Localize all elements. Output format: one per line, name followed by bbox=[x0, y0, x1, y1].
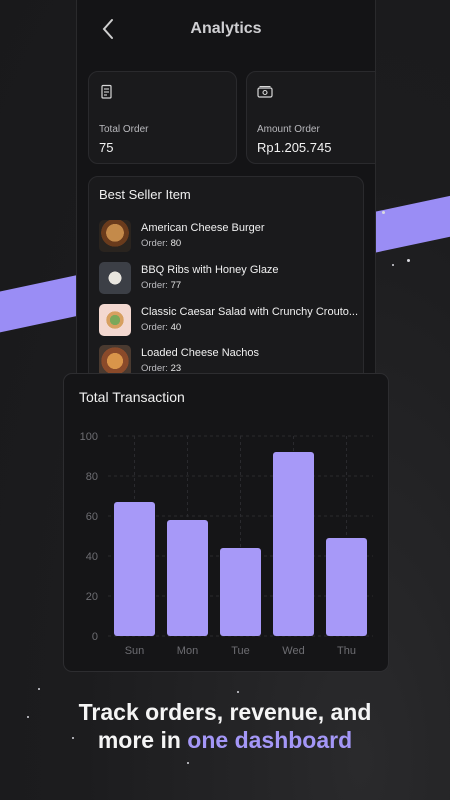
tagline-accent: one dashboard bbox=[187, 727, 353, 753]
best-seller-title: Best Seller Item bbox=[99, 187, 191, 202]
marketing-tagline: Track orders, revenue, and more in one d… bbox=[0, 698, 450, 754]
stat-label: Total Order bbox=[99, 124, 149, 135]
y-tick-label: 60 bbox=[86, 511, 98, 523]
chart-title: Total Transaction bbox=[79, 389, 185, 405]
chart-bar bbox=[220, 548, 261, 636]
list-item[interactable]: Classic Caesar Salad with Crunchy Crouto… bbox=[99, 304, 363, 338]
x-tick-label: Thu bbox=[337, 645, 356, 657]
x-tick-label: Mon bbox=[177, 645, 198, 657]
item-name: Classic Caesar Salad with Crunchy Crouto… bbox=[141, 306, 359, 318]
item-name: BBQ Ribs with Honey Glaze bbox=[141, 264, 279, 276]
best-seller-card: Best Seller Item American Cheese Burger … bbox=[88, 176, 364, 375]
stat-card-amount-order: Amount Order Rp1.205.745 bbox=[246, 71, 375, 164]
chart-bar bbox=[326, 538, 367, 636]
y-tick-label: 80 bbox=[86, 471, 98, 483]
star-dot bbox=[38, 688, 40, 690]
list-item[interactable]: BBQ Ribs with Honey Glaze Order: 77 bbox=[99, 262, 363, 296]
star-dot bbox=[407, 259, 410, 262]
star-dot bbox=[237, 691, 239, 693]
transaction-chart-card: Total Transaction 0 20 40 60 80 100 Sun Mon Tue W… bbox=[63, 373, 389, 672]
list-item[interactable]: Loaded Cheese Nachos Order: 23 bbox=[99, 345, 363, 375]
chart-bar bbox=[167, 520, 208, 636]
star-dot bbox=[72, 737, 74, 739]
money-icon bbox=[257, 86, 273, 98]
item-name: Loaded Cheese Nachos bbox=[141, 347, 260, 359]
app-header: Analytics bbox=[77, 0, 375, 60]
item-name: American Cheese Burger bbox=[141, 222, 265, 234]
star-dot bbox=[382, 211, 385, 214]
star-dot bbox=[187, 762, 189, 764]
item-orders: Order: 23 bbox=[141, 363, 182, 374]
y-tick-label: 40 bbox=[86, 551, 98, 563]
y-tick-label: 20 bbox=[86, 591, 98, 603]
stat-value: 75 bbox=[99, 140, 114, 155]
stat-card-total-order: Total Order 75 bbox=[88, 71, 237, 164]
stat-value: Rp1.205.745 bbox=[257, 140, 332, 155]
chart-bar bbox=[273, 452, 314, 636]
phone-screen: Analytics Total Order 75 Amount Order Rp… bbox=[76, 0, 376, 375]
bar-chart: 0 20 40 60 80 100 Sun Mon Tue Wed Thu bbox=[80, 431, 373, 657]
stat-label: Amount Order bbox=[257, 124, 320, 135]
burger-thumbnail bbox=[99, 220, 131, 252]
nachos-thumbnail bbox=[99, 345, 131, 375]
back-arrow-icon[interactable] bbox=[101, 18, 115, 42]
star-dot bbox=[27, 716, 29, 718]
x-tick-label: Tue bbox=[231, 645, 250, 657]
item-orders: Order: 40 bbox=[141, 322, 182, 333]
y-tick-label: 100 bbox=[80, 431, 98, 443]
chart-bar bbox=[114, 502, 155, 636]
item-orders: Order: 77 bbox=[141, 280, 182, 291]
ribs-thumbnail bbox=[99, 262, 131, 294]
x-tick-label: Sun bbox=[125, 645, 145, 657]
receipt-icon bbox=[101, 84, 112, 99]
tagline-line-1: Track orders, revenue, and bbox=[78, 699, 372, 725]
page-title: Analytics bbox=[190, 20, 262, 37]
salad-thumbnail bbox=[99, 304, 131, 336]
list-item[interactable]: American Cheese Burger Order: 80 bbox=[99, 220, 363, 254]
tagline-line-2: more in one dashboard bbox=[97, 727, 353, 753]
y-tick-label: 0 bbox=[92, 631, 98, 643]
item-orders: Order: 80 bbox=[141, 238, 182, 249]
x-tick-label: Wed bbox=[282, 645, 304, 657]
star-dot bbox=[392, 264, 394, 266]
